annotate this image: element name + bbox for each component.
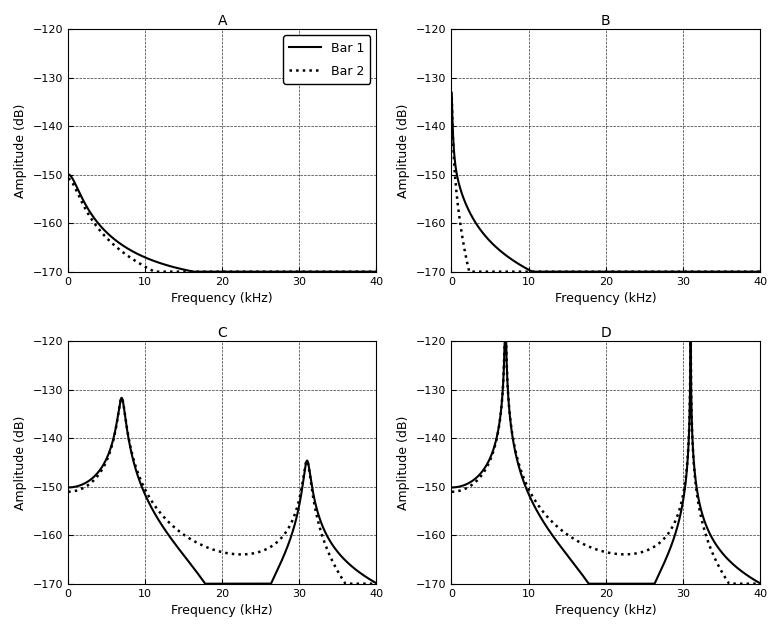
Bar 2	[447, 488, 456, 495]
Bar 2	[500, 338, 509, 345]
Bar 2	[594, 546, 603, 554]
Bar 1	[746, 574, 755, 581]
Bar 2	[287, 517, 297, 524]
Bar 2	[372, 268, 381, 276]
Bar 1	[195, 268, 205, 276]
Bar 1	[447, 89, 456, 97]
Bar 2	[210, 268, 219, 276]
X-axis label: Frequency (kHz): Frequency (kHz)	[171, 604, 273, 617]
Bar 2	[195, 268, 205, 276]
Bar 1	[755, 579, 765, 587]
Line: Bar 1: Bar 1	[451, 93, 760, 272]
Bar 1	[528, 268, 537, 276]
Bar 2	[347, 580, 356, 587]
Y-axis label: Amplitude (dB): Amplitude (dB)	[398, 415, 411, 510]
Bar 1	[362, 574, 372, 582]
Line: Bar 1: Bar 1	[68, 174, 376, 272]
Bar 2	[447, 93, 456, 101]
Bar 2	[193, 540, 202, 547]
Bar 1	[287, 529, 297, 536]
Title: A: A	[217, 14, 227, 28]
Bar 2	[671, 268, 680, 276]
Bar 2	[730, 268, 740, 276]
Bar 2	[362, 268, 372, 276]
Bar 2	[746, 580, 755, 587]
Line: Bar 2: Bar 2	[68, 179, 376, 272]
Line: Bar 2: Bar 2	[68, 398, 376, 584]
Line: Bar 2: Bar 2	[451, 341, 760, 584]
Line: Bar 1: Bar 1	[68, 398, 376, 584]
Bar 2	[580, 268, 589, 276]
Bar 1	[201, 580, 210, 587]
Bar 1	[193, 268, 202, 276]
Line: Bar 2: Bar 2	[451, 97, 760, 272]
Bar 2	[731, 580, 740, 587]
Bar 1	[372, 579, 381, 587]
Bar 1	[195, 573, 205, 581]
Bar 1	[372, 268, 381, 276]
Bar 1	[594, 268, 603, 276]
Bar 1	[576, 570, 586, 577]
Bar 2	[347, 268, 356, 276]
Bar 1	[193, 570, 202, 577]
Bar 2	[341, 580, 350, 587]
Bar 1	[63, 484, 73, 492]
Bar 1	[347, 563, 356, 570]
Bar 2	[465, 268, 474, 276]
Legend: Bar 1, Bar 2: Bar 1, Bar 2	[284, 35, 370, 84]
Bar 2	[362, 580, 372, 587]
Bar 2	[63, 175, 73, 182]
Bar 2	[725, 580, 734, 587]
Bar 1	[500, 338, 509, 345]
X-axis label: Frequency (kHz): Frequency (kHz)	[171, 292, 273, 305]
Bar 1	[362, 268, 372, 276]
Bar 1	[580, 573, 589, 581]
Bar 1	[287, 268, 297, 276]
Y-axis label: Amplitude (dB): Amplitude (dB)	[14, 103, 27, 198]
Bar 1	[730, 268, 740, 276]
Bar 2	[580, 541, 589, 548]
Bar 2	[287, 268, 297, 276]
Bar 2	[576, 268, 586, 276]
X-axis label: Frequency (kHz): Frequency (kHz)	[555, 604, 657, 617]
Bar 1	[731, 562, 740, 570]
Bar 1	[755, 268, 765, 276]
Bar 1	[576, 268, 586, 276]
Bar 2	[117, 394, 127, 402]
Bar 1	[746, 268, 755, 276]
Bar 1	[63, 170, 73, 178]
X-axis label: Frequency (kHz): Frequency (kHz)	[555, 292, 657, 305]
Bar 1	[189, 268, 198, 276]
Bar 1	[594, 580, 603, 587]
Bar 2	[746, 268, 755, 276]
Bar 1	[210, 268, 219, 276]
Bar 1	[671, 528, 680, 536]
Bar 1	[580, 268, 589, 276]
Title: B: B	[601, 14, 611, 28]
Bar 2	[150, 268, 159, 276]
Bar 1	[671, 268, 680, 276]
Bar 1	[117, 394, 127, 401]
Bar 2	[755, 268, 765, 276]
Title: C: C	[217, 326, 227, 340]
Bar 1	[447, 484, 456, 492]
Bar 2	[594, 268, 603, 276]
Bar 2	[372, 580, 381, 587]
Y-axis label: Amplitude (dB): Amplitude (dB)	[14, 415, 27, 510]
Bar 1	[347, 268, 356, 276]
Title: D: D	[601, 326, 611, 340]
Bar 2	[671, 516, 680, 524]
Y-axis label: Amplitude (dB): Amplitude (dB)	[398, 103, 411, 198]
Bar 2	[195, 541, 205, 548]
Line: Bar 1: Bar 1	[451, 341, 760, 584]
Bar 2	[210, 546, 219, 554]
Bar 1	[210, 580, 219, 587]
Bar 2	[755, 580, 765, 587]
Bar 2	[193, 268, 202, 276]
Bar 1	[584, 580, 594, 587]
Bar 2	[576, 540, 586, 547]
Bar 2	[63, 488, 73, 495]
